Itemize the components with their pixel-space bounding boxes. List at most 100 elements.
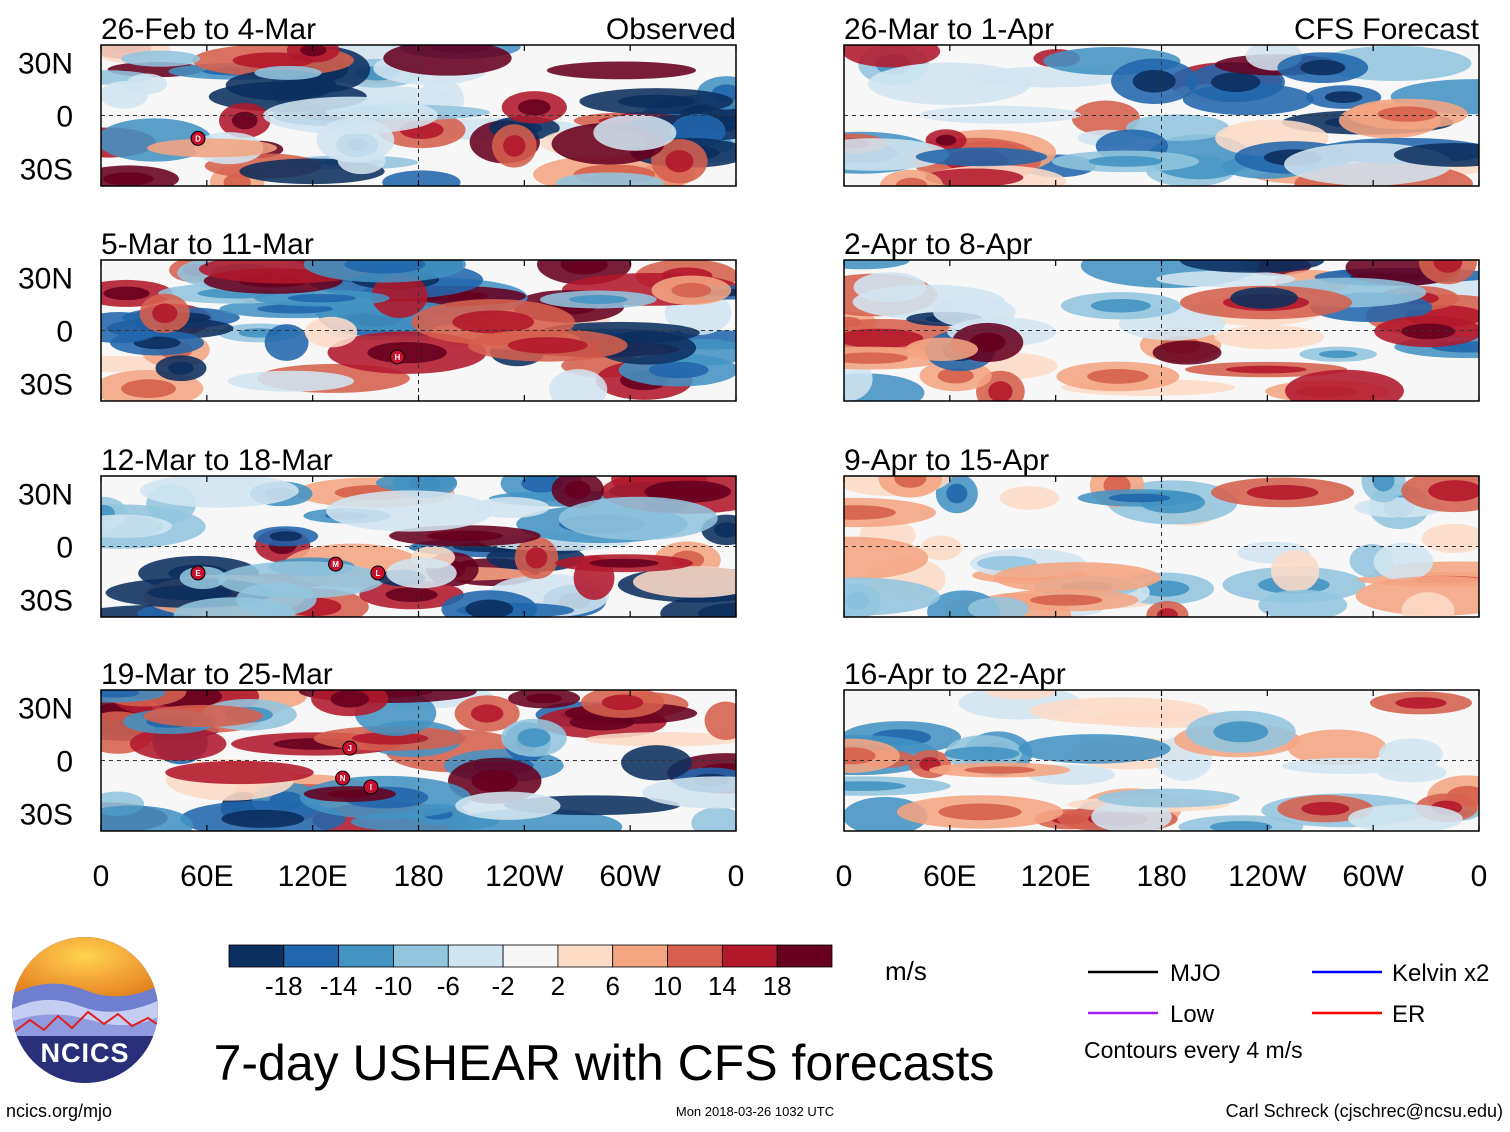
shear-blob xyxy=(844,577,941,616)
shear-blob xyxy=(1071,100,1140,136)
shear-blob xyxy=(919,105,1082,124)
shear-core xyxy=(427,530,503,542)
shear-blob xyxy=(147,138,278,158)
storm-letter: D xyxy=(195,134,201,143)
lon-tick-label: 0 xyxy=(836,860,853,893)
shear-blob xyxy=(304,316,358,348)
lat-tick-label: 0 xyxy=(56,532,73,565)
lon-tick-label: 60E xyxy=(923,860,976,893)
shear-blob xyxy=(126,73,168,95)
shear-blob xyxy=(254,65,322,80)
shear-blob xyxy=(691,807,736,831)
shear-core xyxy=(844,328,924,348)
shear-blob xyxy=(382,170,461,186)
shear-core xyxy=(671,282,712,298)
shear-blob xyxy=(139,476,299,508)
shear-blob xyxy=(1421,523,1479,553)
shear-blob xyxy=(1156,270,1296,288)
shear-core xyxy=(152,303,178,324)
legend-label-kelvin: Kelvin x2 xyxy=(1392,960,1489,987)
shear-blob xyxy=(905,337,979,362)
shear-core xyxy=(1225,365,1307,374)
storm-marker: D xyxy=(190,130,206,146)
shear-blob xyxy=(844,138,950,171)
shear-core xyxy=(257,304,333,314)
panel-period: 12-Mar to 18-Mar xyxy=(101,444,333,477)
shear-core xyxy=(844,781,906,791)
shear-core xyxy=(465,599,514,617)
shear-blob xyxy=(101,514,173,538)
units-label: m/s xyxy=(885,956,927,986)
shear-blob xyxy=(985,690,1057,700)
lat-tick-label: 30N xyxy=(18,479,73,512)
shear-core xyxy=(644,480,732,503)
shear-blob xyxy=(1378,738,1443,770)
shear-blob xyxy=(1348,804,1463,831)
shear-core xyxy=(1428,480,1479,502)
lon-tick-label: 60E xyxy=(180,860,233,893)
shear-core xyxy=(103,172,154,186)
panel-period: 9-Apr to 15-Apr xyxy=(844,444,1049,477)
shear-core xyxy=(326,790,373,798)
colorbar-swatch xyxy=(557,944,614,968)
storm-letter: J xyxy=(347,744,351,753)
shear-core xyxy=(269,531,302,542)
shear-core xyxy=(946,483,968,504)
shear-core xyxy=(988,381,1013,401)
shear-core xyxy=(969,332,1006,353)
storm-letter: I xyxy=(370,783,372,792)
shear-core xyxy=(344,260,426,274)
shear-blob xyxy=(217,561,385,599)
shear-blob xyxy=(383,45,512,76)
shear-blob xyxy=(558,496,718,541)
lat-tick-label: 30S xyxy=(20,584,73,617)
shear-core xyxy=(617,94,695,109)
shear-blob xyxy=(129,727,227,761)
shear-core xyxy=(221,809,305,828)
shear-blob xyxy=(165,760,314,785)
storm-letter: L xyxy=(375,569,380,578)
shear-core xyxy=(1088,155,1163,167)
storm-letter: N xyxy=(340,774,346,783)
colorbar-level: -18 xyxy=(265,971,303,1001)
shear-blob xyxy=(1393,142,1479,167)
shear-core xyxy=(1087,369,1149,384)
map-panel: H 5-Mar to 11-Mar 30N 0 30S xyxy=(18,228,737,402)
shear-field xyxy=(101,690,736,831)
shear-blob xyxy=(944,746,1020,761)
shear-blob xyxy=(1270,549,1320,593)
shear-core xyxy=(1156,608,1179,617)
shear-field xyxy=(844,690,1479,831)
colorbar-swatch xyxy=(393,944,449,968)
shear-core xyxy=(1433,260,1463,273)
source-url[interactable]: ncics.org/mjo xyxy=(6,1101,112,1121)
shear-core xyxy=(330,690,369,708)
shear-core xyxy=(1213,721,1269,743)
shear-blob xyxy=(641,776,736,809)
colorbar-level: -2 xyxy=(492,971,515,1001)
logo-text: NCICS xyxy=(40,1038,129,1068)
legend-label-low: Low xyxy=(1170,1001,1215,1028)
shear-core xyxy=(1395,697,1447,709)
shear-blob xyxy=(704,701,736,741)
lon-tick-label: 60W xyxy=(1342,860,1404,893)
ncics-logo: NCICS xyxy=(12,937,158,1083)
lat-tick-label: 30S xyxy=(20,153,73,186)
lon-tick-label: 0 xyxy=(728,860,745,893)
shear-core xyxy=(844,747,876,765)
shear-core xyxy=(351,732,429,745)
lon-tick-label: 0 xyxy=(93,860,110,893)
lat-tick-label: 30S xyxy=(20,368,73,401)
shear-core xyxy=(844,505,896,520)
shear-core xyxy=(103,286,150,301)
shear-core xyxy=(518,99,551,116)
figure-title: 7-day USHEAR with CFS forecasts xyxy=(214,1035,995,1091)
shear-core xyxy=(231,111,258,130)
shear-core xyxy=(665,150,694,173)
shear-core xyxy=(560,260,608,275)
shear-core xyxy=(1401,323,1456,340)
colorbar-level: 2 xyxy=(551,971,565,1001)
shear-blob xyxy=(1285,369,1404,401)
shear-core xyxy=(938,803,1022,821)
